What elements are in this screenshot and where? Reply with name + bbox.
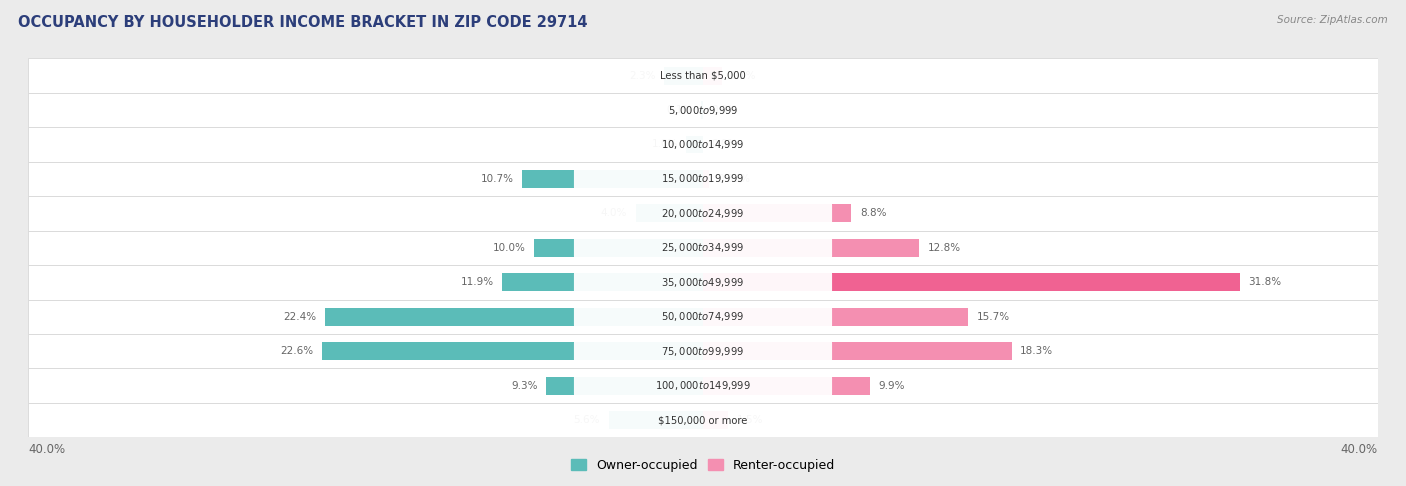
Bar <box>686 136 703 154</box>
Text: 0.0%: 0.0% <box>711 139 738 150</box>
Text: 1.0%: 1.0% <box>651 139 678 150</box>
Bar <box>703 377 870 395</box>
Text: 0.36%: 0.36% <box>717 174 751 184</box>
Text: 9.3%: 9.3% <box>512 381 537 391</box>
Bar <box>703 239 920 257</box>
FancyBboxPatch shape <box>28 265 1378 299</box>
Text: Source: ZipAtlas.com: Source: ZipAtlas.com <box>1277 15 1388 25</box>
Bar <box>703 411 728 429</box>
Text: 40.0%: 40.0% <box>1341 443 1378 455</box>
FancyBboxPatch shape <box>28 403 1378 437</box>
Bar <box>636 205 703 223</box>
FancyBboxPatch shape <box>28 334 1378 368</box>
FancyBboxPatch shape <box>574 131 832 157</box>
FancyBboxPatch shape <box>28 196 1378 231</box>
Bar <box>703 205 852 223</box>
Bar <box>664 67 703 85</box>
Text: 4.0%: 4.0% <box>600 208 627 218</box>
Text: 22.6%: 22.6% <box>280 346 314 356</box>
FancyBboxPatch shape <box>574 407 832 433</box>
Legend: Owner-occupied, Renter-occupied: Owner-occupied, Renter-occupied <box>567 453 839 477</box>
FancyBboxPatch shape <box>574 373 832 399</box>
Text: 5.6%: 5.6% <box>574 415 600 425</box>
Bar <box>703 170 709 188</box>
Text: 12.8%: 12.8% <box>928 243 960 253</box>
Text: 2.3%: 2.3% <box>630 70 655 81</box>
Text: $35,000 to $49,999: $35,000 to $49,999 <box>661 276 745 289</box>
FancyBboxPatch shape <box>28 58 1378 93</box>
Text: 1.5%: 1.5% <box>737 415 763 425</box>
FancyBboxPatch shape <box>574 235 832 261</box>
Bar <box>502 273 703 291</box>
FancyBboxPatch shape <box>574 304 832 330</box>
Text: $75,000 to $99,999: $75,000 to $99,999 <box>661 345 745 358</box>
Text: 8.8%: 8.8% <box>860 208 886 218</box>
FancyBboxPatch shape <box>28 231 1378 265</box>
Text: OCCUPANCY BY HOUSEHOLDER INCOME BRACKET IN ZIP CODE 29714: OCCUPANCY BY HOUSEHOLDER INCOME BRACKET … <box>18 15 588 30</box>
Bar <box>609 411 703 429</box>
FancyBboxPatch shape <box>28 299 1378 334</box>
Text: 0.1%: 0.1% <box>666 105 693 115</box>
Text: 1.1%: 1.1% <box>730 70 756 81</box>
Bar <box>703 308 967 326</box>
Bar <box>325 308 703 326</box>
FancyBboxPatch shape <box>574 269 832 295</box>
Text: 9.9%: 9.9% <box>879 381 905 391</box>
Bar <box>322 342 703 360</box>
Text: 0.0%: 0.0% <box>711 105 738 115</box>
Bar <box>703 273 1240 291</box>
Text: 18.3%: 18.3% <box>1021 346 1053 356</box>
Bar <box>703 67 721 85</box>
Text: 40.0%: 40.0% <box>28 443 65 455</box>
Bar <box>546 377 703 395</box>
Text: 22.4%: 22.4% <box>284 312 316 322</box>
FancyBboxPatch shape <box>574 97 832 123</box>
FancyBboxPatch shape <box>28 368 1378 403</box>
Text: $15,000 to $19,999: $15,000 to $19,999 <box>661 173 745 186</box>
Text: $50,000 to $74,999: $50,000 to $74,999 <box>661 310 745 323</box>
Text: Less than $5,000: Less than $5,000 <box>661 70 745 81</box>
FancyBboxPatch shape <box>574 166 832 192</box>
Text: 10.7%: 10.7% <box>481 174 515 184</box>
FancyBboxPatch shape <box>28 93 1378 127</box>
Text: 11.9%: 11.9% <box>461 278 494 287</box>
Text: $100,000 to $149,999: $100,000 to $149,999 <box>655 379 751 392</box>
Text: 31.8%: 31.8% <box>1249 278 1281 287</box>
Text: $20,000 to $24,999: $20,000 to $24,999 <box>661 207 745 220</box>
FancyBboxPatch shape <box>574 200 832 226</box>
Text: $5,000 to $9,999: $5,000 to $9,999 <box>668 104 738 117</box>
FancyBboxPatch shape <box>28 162 1378 196</box>
Bar <box>703 342 1012 360</box>
FancyBboxPatch shape <box>574 63 832 88</box>
Text: 10.0%: 10.0% <box>494 243 526 253</box>
Bar <box>534 239 703 257</box>
Bar <box>702 101 703 119</box>
FancyBboxPatch shape <box>28 127 1378 162</box>
Text: $150,000 or more: $150,000 or more <box>658 415 748 425</box>
Bar <box>523 170 703 188</box>
Text: $25,000 to $34,999: $25,000 to $34,999 <box>661 242 745 254</box>
FancyBboxPatch shape <box>574 338 832 364</box>
Text: 15.7%: 15.7% <box>976 312 1010 322</box>
Text: $10,000 to $14,999: $10,000 to $14,999 <box>661 138 745 151</box>
